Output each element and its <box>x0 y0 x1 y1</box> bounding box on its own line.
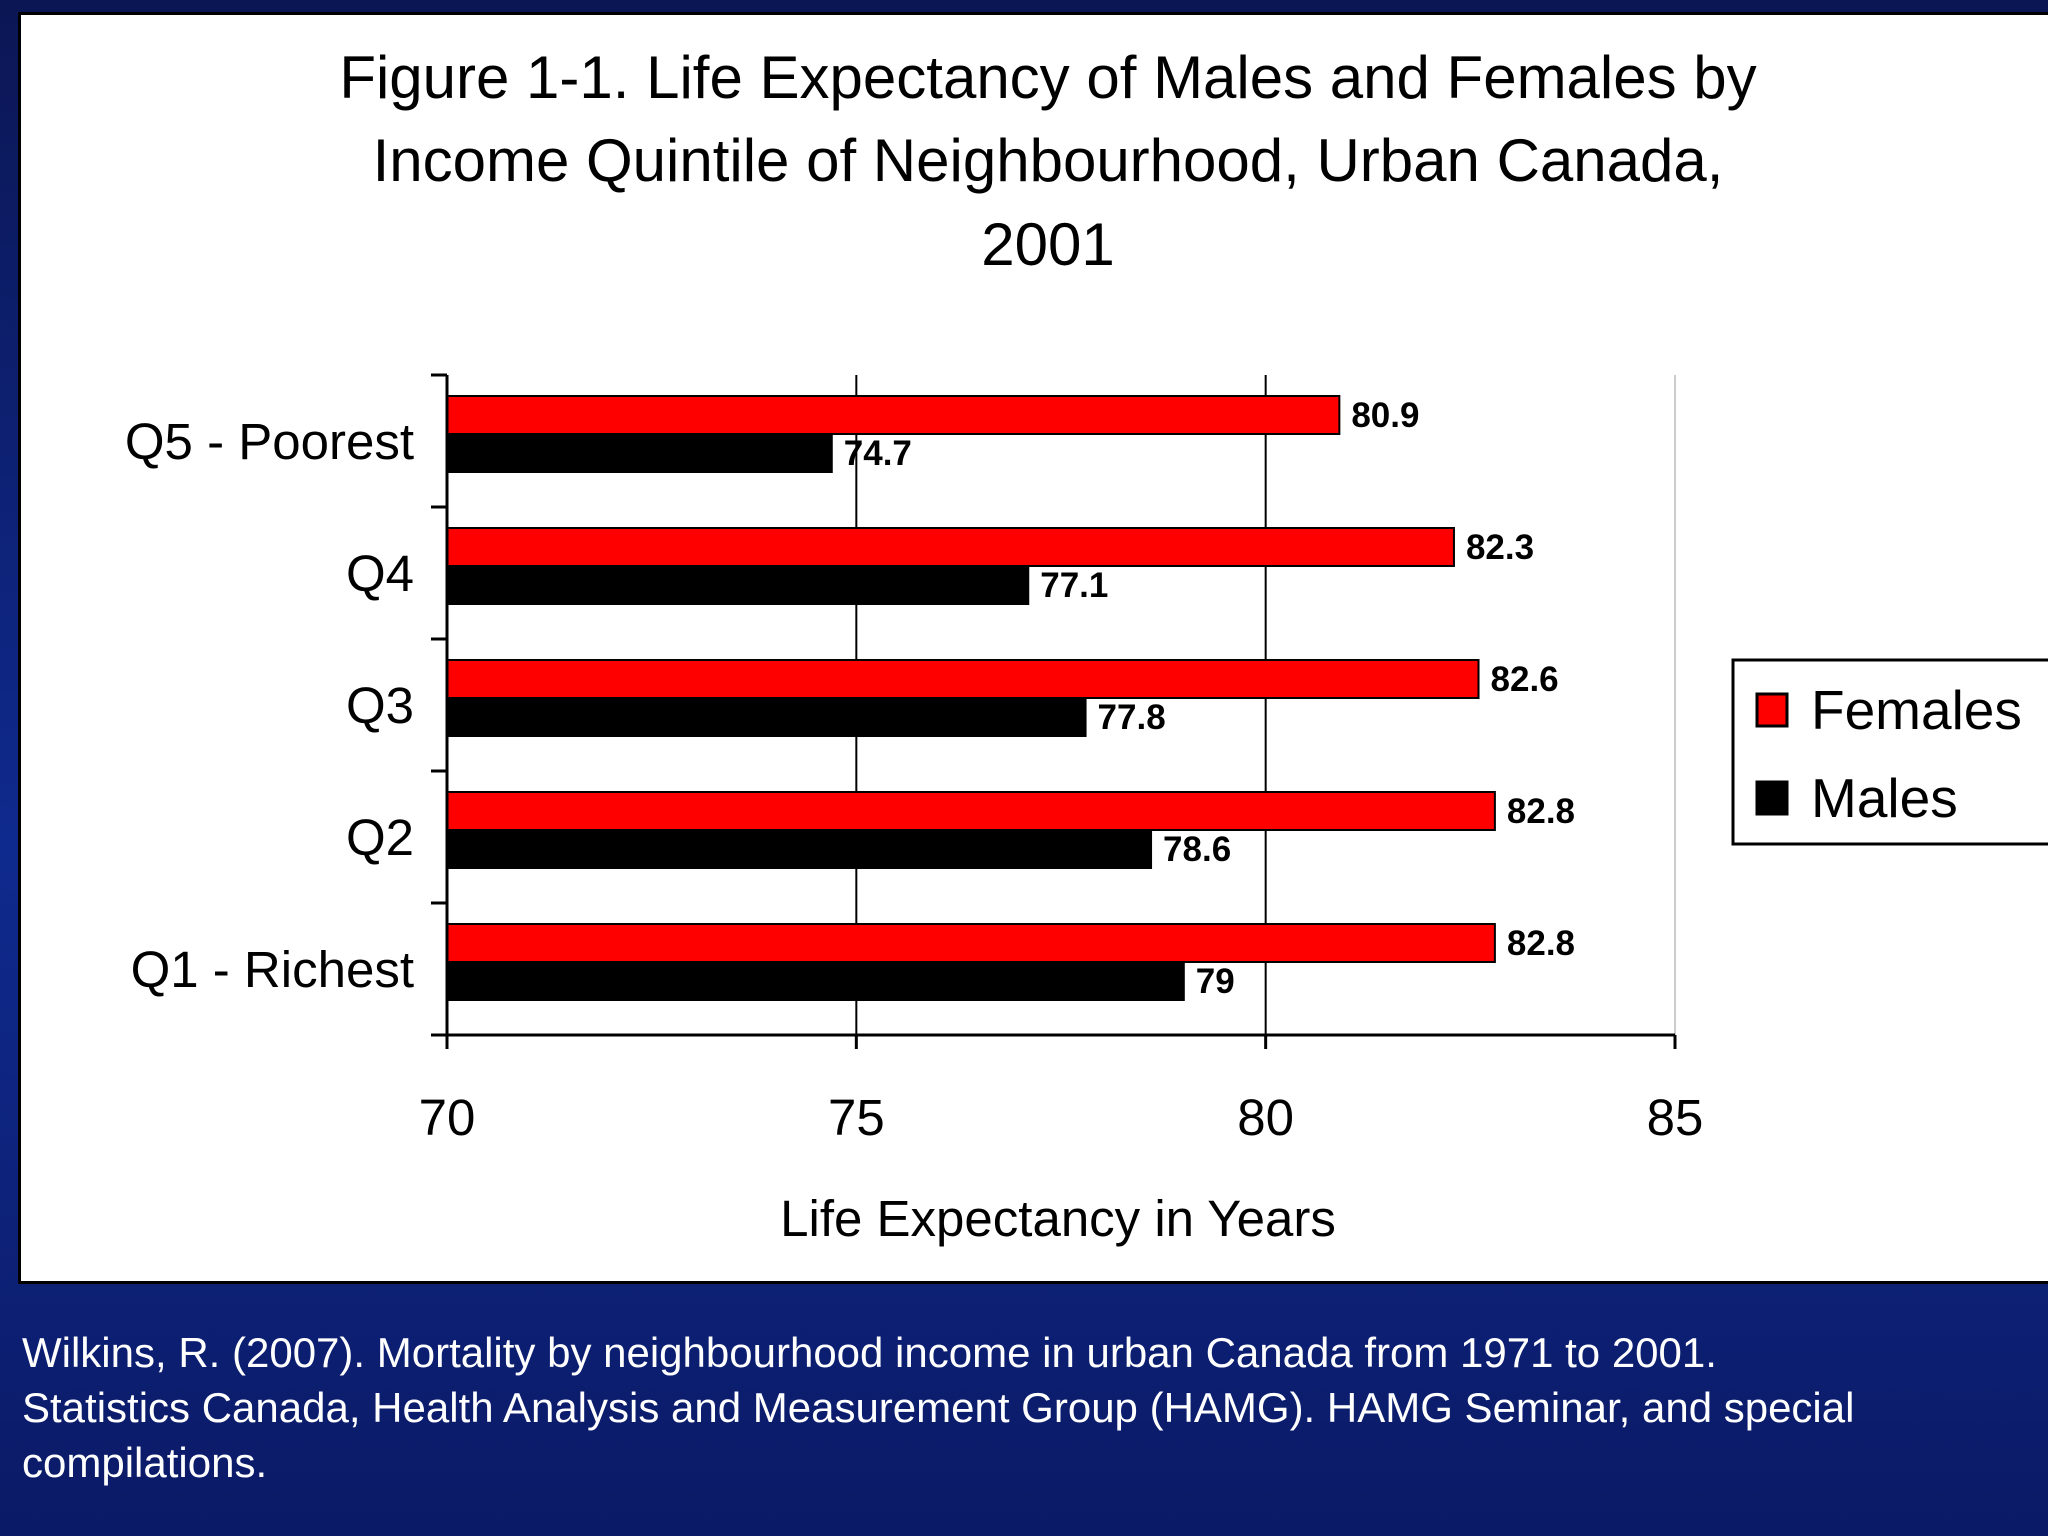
bar-females-0 <box>446 395 1341 435</box>
legend: Females Males <box>1731 658 2048 846</box>
chart-panel: Figure 1-1. Life Expectancy of Males and… <box>18 12 2048 1284</box>
bar-males-4 <box>446 961 1185 1001</box>
category-label: Q2 <box>346 809 414 866</box>
chart-title-line: 2001 <box>981 211 1114 278</box>
chart-title-line: Income Quintile of Neighbourhood, Urban … <box>373 127 1724 194</box>
bar-females-3 <box>446 791 1496 831</box>
data-label-females: 82.8 <box>1507 924 1575 963</box>
x-tick-label: 70 <box>419 1089 476 1146</box>
bar-males-2 <box>446 697 1087 737</box>
category-label: Q3 <box>346 677 414 734</box>
chart-title: Figure 1-1. Life Expectancy of Males and… <box>339 44 1756 278</box>
data-label-females: 82.6 <box>1491 660 1559 699</box>
data-label-males: 77.1 <box>1040 566 1108 605</box>
bar-males-1 <box>446 565 1030 605</box>
legend-label-males: Males <box>1811 767 1958 829</box>
category-label: Q1 - Richest <box>131 941 414 998</box>
bars <box>446 395 1496 1001</box>
data-label-males: 77.8 <box>1098 698 1166 737</box>
source-citation: Wilkins, R. (2007). Mortality by neighbo… <box>22 1325 2032 1490</box>
bar-males-3 <box>446 829 1153 869</box>
citation-line-1: Wilkins, R. (2007). Mortality by neighbo… <box>22 1329 1717 1376</box>
bar-females-2 <box>446 659 1480 699</box>
data-label-males: 79 <box>1196 962 1235 1001</box>
category-label: Q4 <box>346 545 414 602</box>
legend-swatch-males <box>1755 780 1789 816</box>
citation-line-2: Statistics Canada, Health Analysis and M… <box>22 1384 1855 1431</box>
category-label: Q5 - Poorest <box>125 413 414 470</box>
x-tick-label: 75 <box>828 1089 885 1146</box>
labels: 80.9 74.7 Q5 - Poorest 82.3 77.1 Q4 82.6 77.8 Q3… <box>125 396 1703 1247</box>
axes <box>431 373 1677 1049</box>
x-axis-title: Life Expectancy in Years <box>780 1190 1336 1247</box>
data-label-males: 78.6 <box>1163 830 1231 869</box>
x-tick-label: 85 <box>1647 1089 1704 1146</box>
legend-swatch-females <box>1755 692 1789 728</box>
legend-label-females: Females <box>1811 679 2022 741</box>
data-label-females: 80.9 <box>1351 396 1419 435</box>
bar-females-1 <box>446 527 1455 567</box>
chart-svg: Figure 1-1. Life Expectancy of Males and… <box>125 44 2048 1247</box>
bar-males-0 <box>446 433 833 473</box>
citation-line-3: compilations. <box>22 1439 268 1486</box>
data-label-females: 82.3 <box>1466 528 1534 567</box>
chart-title-line: Figure 1-1. Life Expectancy of Males and… <box>339 44 1756 111</box>
x-tick-label: 80 <box>1237 1089 1294 1146</box>
bar-females-4 <box>446 923 1496 963</box>
data-label-males: 74.7 <box>844 434 912 473</box>
data-label-females: 82.8 <box>1507 792 1575 831</box>
